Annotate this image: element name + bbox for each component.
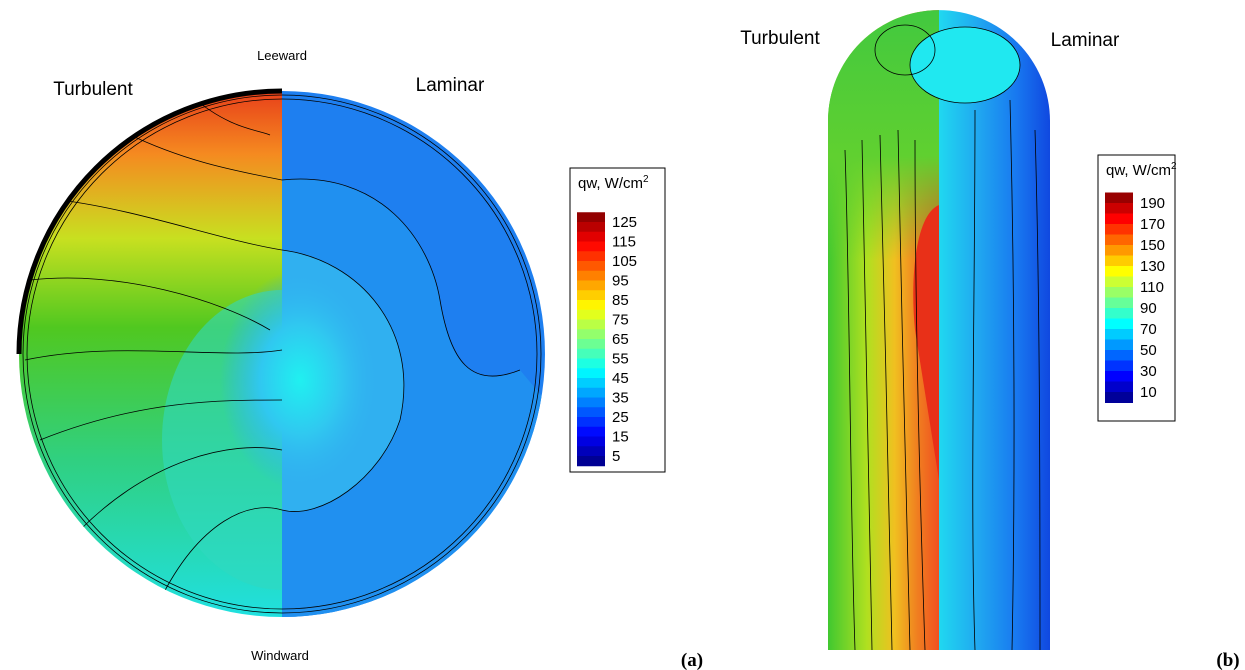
legend-swatch xyxy=(577,358,605,369)
legend-swatch xyxy=(577,222,605,233)
legend-tick-label: 35 xyxy=(612,390,629,407)
legend-swatch xyxy=(1105,308,1133,319)
legend-swatch xyxy=(577,339,605,350)
legend-tick-label: 170 xyxy=(1140,216,1165,233)
legend-swatch xyxy=(1105,360,1133,372)
legend-swatch xyxy=(577,212,605,223)
label-laminar: Laminar xyxy=(416,75,485,96)
legend-swatch xyxy=(577,241,605,252)
legend: qw, W/cm2 190 170 150 130 110 90 70 50 30 10 xyxy=(1097,154,1177,422)
legend-swatch xyxy=(577,436,605,447)
legend-title-sup: 2 xyxy=(1171,161,1177,172)
contour-lines xyxy=(844,24,1041,651)
legend-tick-label: 95 xyxy=(612,273,629,290)
legend-tick-label: 150 xyxy=(1140,237,1165,254)
legend-swatch xyxy=(577,290,605,301)
legend-swatch xyxy=(577,319,605,330)
caption: (b) xyxy=(1216,650,1239,670)
label-windward: Windward xyxy=(251,648,309,663)
legend-title-text: qw, W/cm xyxy=(1106,162,1171,179)
rim xyxy=(16,88,283,355)
legend-swatch xyxy=(1105,276,1133,288)
panel-b-plot xyxy=(828,10,1050,651)
legend-swatch xyxy=(1105,255,1133,267)
contour-lines xyxy=(22,94,542,614)
label-leeward: Leeward xyxy=(257,48,307,63)
field-region xyxy=(910,27,1020,103)
legend-swatch xyxy=(1105,318,1133,330)
legend-swatch xyxy=(577,231,605,242)
legend-swatch xyxy=(577,387,605,398)
legend-tick-label: 110 xyxy=(1140,279,1164,296)
legend-swatch xyxy=(577,251,605,262)
legend-swatch xyxy=(577,378,605,389)
legend-swatch xyxy=(1105,203,1133,214)
legend-swatch xyxy=(1105,287,1133,298)
panel-a-plot xyxy=(16,88,545,617)
legend-tick-label: 190 xyxy=(1140,195,1165,212)
legend-swatch xyxy=(577,270,605,281)
field-region xyxy=(220,270,380,490)
legend-swatch xyxy=(1105,192,1133,204)
legend-tick-label: 75 xyxy=(612,312,629,329)
legend-tick-label: 15 xyxy=(612,429,629,446)
legend-tick-label: 90 xyxy=(1140,300,1157,317)
legend-swatch xyxy=(577,309,605,320)
legend-swatch xyxy=(577,348,605,359)
legend-swatch xyxy=(577,300,605,311)
legend-tick-label: 130 xyxy=(1140,258,1165,275)
legend-tick-label: 5 xyxy=(612,448,620,465)
legend-tick-label: 70 xyxy=(1140,321,1157,338)
legend-swatch xyxy=(577,417,605,428)
legend-tick-label: 50 xyxy=(1140,342,1157,359)
legend-tick-label: 25 xyxy=(612,409,629,426)
legend-tick-label: 55 xyxy=(612,351,629,368)
legend-tick-label: 65 xyxy=(612,331,629,348)
field-region xyxy=(913,205,939,480)
legend-tick-label: 30 xyxy=(1140,363,1157,380)
legend-swatch xyxy=(1105,245,1133,256)
legend-tick-label: 10 xyxy=(1140,384,1157,401)
legend-swatch xyxy=(1105,266,1133,277)
legend-swatch xyxy=(577,456,605,467)
legend-swatch xyxy=(1105,381,1133,393)
laminar-field xyxy=(939,10,1050,651)
legend-swatch xyxy=(1105,350,1133,361)
legend-title-text: qw, W/cm xyxy=(578,175,643,192)
label-turbulent: Turbulent xyxy=(740,28,820,49)
legend-swatch xyxy=(577,407,605,418)
legend-swatch xyxy=(577,397,605,408)
legend-swatch xyxy=(1105,224,1133,235)
legend-swatch xyxy=(1105,339,1133,351)
label-turbulent: Turbulent xyxy=(53,79,133,100)
legend-swatch xyxy=(577,368,605,379)
legend-swatch xyxy=(577,446,605,457)
legend-tick-label: 115 xyxy=(612,234,636,251)
legend-tick-label: 105 xyxy=(612,253,637,270)
legend-swatch xyxy=(1105,371,1133,382)
caption: (a) xyxy=(681,650,703,670)
legend-swatch xyxy=(1105,329,1133,340)
legend-swatch xyxy=(577,329,605,340)
label-laminar: Laminar xyxy=(1051,30,1120,51)
legend-swatch xyxy=(577,426,605,437)
legend-swatch xyxy=(1105,234,1133,246)
legend-tick-label: 125 xyxy=(612,214,637,231)
legend-swatch xyxy=(577,261,605,272)
legend-swatch xyxy=(577,280,605,291)
legend-tick-label: 45 xyxy=(612,370,629,387)
legend-tick-label: 85 xyxy=(612,292,629,309)
legend-title-sup: 2 xyxy=(643,174,649,185)
legend: qw, W/cm2 125 115 105 95 85 75 65 55 45 35 25 15 5 xyxy=(569,167,666,473)
legend-swatch xyxy=(1105,297,1133,309)
legend-swatch xyxy=(1105,213,1133,225)
legend-title: qw, W/cm2 xyxy=(1106,161,1177,179)
legend-swatch xyxy=(1105,392,1133,403)
legend-title: qw, W/cm2 xyxy=(578,174,649,192)
field-region xyxy=(828,10,939,260)
